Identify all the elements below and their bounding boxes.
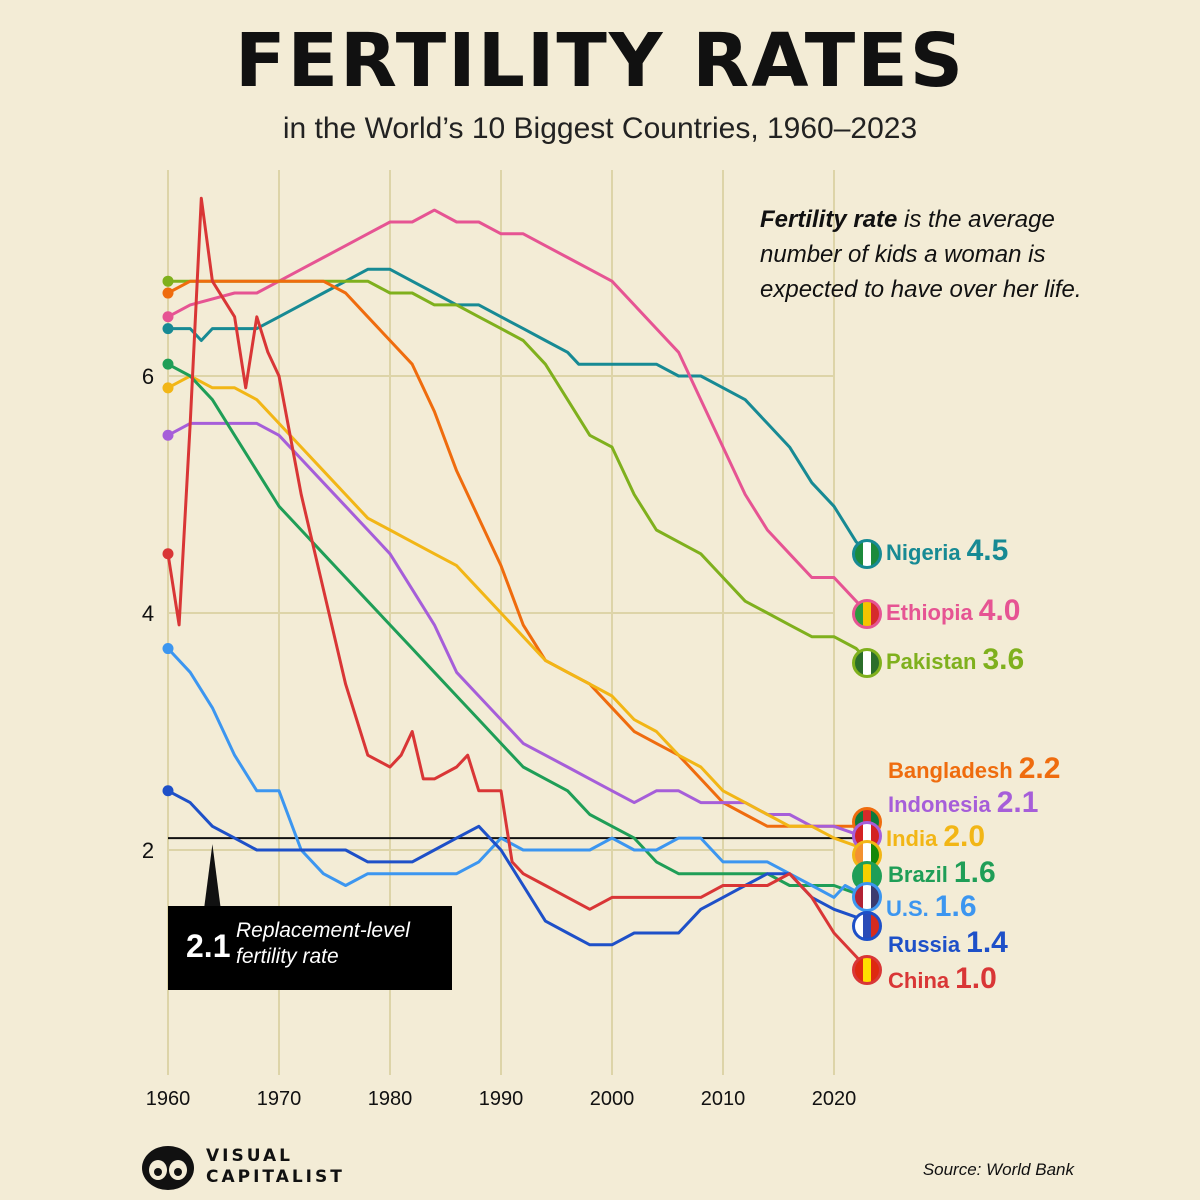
y-tick-label: 2 [142,838,154,863]
brand-name: VISUAL CAPITALIST [206,1146,345,1187]
x-tick-label: 2020 [812,1088,857,1110]
series-label-us: U.S. 1.6 [886,890,977,924]
series-label-india: India 2.0 [886,820,985,854]
series-label-bangladesh: Bangladesh 2.2 [888,752,1060,786]
nigeria-flag-icon [852,539,882,569]
pakistan-flag-icon [852,648,882,678]
series-label-indonesia: Indonesia 2.1 [888,786,1038,820]
series-name: Nigeria [886,540,961,565]
series-start-dot-india [162,382,174,394]
series-start-dot-us [162,643,174,655]
replacement-line-group [168,837,876,906]
x-tick-label: 2000 [590,1088,635,1110]
series-label-russia: Russia 1.4 [888,926,1008,960]
series-end-value: 4.0 [978,594,1021,627]
series-label-ethiopia: Ethiopia 4.0 [886,594,1021,628]
series-line-us [166,647,869,899]
logo-mark-icon [142,1146,194,1190]
series-end-value: 4.5 [966,534,1009,567]
series-name: Ethiopia [886,600,973,625]
series-end-value: 1.6 [953,856,996,889]
x-tick-label: 1960 [146,1088,191,1110]
series-name: Bangladesh [888,758,1013,783]
x-tick-label: 1970 [257,1088,302,1110]
definition-text: is the average number of kids a woman is… [760,206,1082,303]
series-label-nigeria: Nigeria 4.5 [886,534,1008,568]
series-start-dot-pakistan [162,275,174,287]
definition-note: Fertility rate is the average number of … [760,202,1090,307]
series-end-value: 1.0 [955,962,997,995]
replacement-value: 2.1 [186,928,231,964]
series-line-pakistan [166,279,869,662]
series-name: China [888,968,950,993]
series-start-dot-indonesia [162,429,174,441]
y-tick-label: 6 [142,364,154,389]
y-tick-label: 4 [142,601,154,626]
series-start-dot-china [162,548,174,560]
series-end-value: 1.4 [966,926,1008,959]
series-name: India [886,826,938,851]
x-tick-label: 1980 [368,1088,413,1110]
series-line-brazil [166,362,869,899]
series-label-brazil: Brazil 1.6 [888,856,996,890]
series-start-dot-nigeria [162,323,174,335]
series-end-value: 2.1 [996,786,1039,819]
series-start-dot-brazil [162,358,174,370]
series-label-china: China 1.0 [888,962,997,996]
russia-flag-icon [852,911,882,941]
series-end-value: 3.6 [982,643,1025,676]
series-name: Pakistan [886,649,977,674]
series-line-russia [166,789,869,947]
series-name: Indonesia [888,792,991,817]
series-end-value: 2.0 [943,820,986,853]
replacement-pointer [204,844,221,906]
series-start-dot-ethiopia [162,311,174,323]
x-tick-label: 2010 [701,1088,746,1110]
brand-logo: VISUAL CAPITALIST [140,1142,342,1192]
series-line-india [166,374,869,852]
china-flag-icon [852,955,882,985]
us-flag-icon [852,882,882,912]
series-label-pakistan: Pakistan 3.6 [886,643,1024,677]
series-end-value: 1.6 [934,890,977,923]
replacement-label: Replacement-level fertility rate [236,919,410,968]
ethiopia-flag-icon [852,599,882,629]
series-line-bangladesh [166,279,869,828]
series-start-dot-russia [162,785,174,797]
series-name: Russia [888,932,961,957]
series-name: Brazil [888,862,948,887]
series-line-nigeria [166,267,869,556]
series-lines [166,196,869,970]
chart-subtitle: in the World’s 10 Biggest Countries, 196… [282,112,918,145]
x-tick-label: 1990 [479,1088,524,1110]
chart-title: FERTILITY RATES [234,18,966,104]
series-end-value: 2.2 [1018,752,1061,785]
series-start-dots [162,275,174,797]
series-name: U.S. [886,896,929,921]
series-line-china [166,196,869,970]
series-start-dot-bangladesh [162,287,174,299]
axis-ticks: 1960 1970 1980 1990 2000 2010 2020 2 4 6 [142,364,856,1110]
series-line-ethiopia [166,208,869,615]
definition-term: Fertility rate [760,206,898,233]
source-note: Source: World Bank [922,1160,1074,1179]
replacement-callout: 2.1 Replacement-level fertility rate [168,906,452,990]
